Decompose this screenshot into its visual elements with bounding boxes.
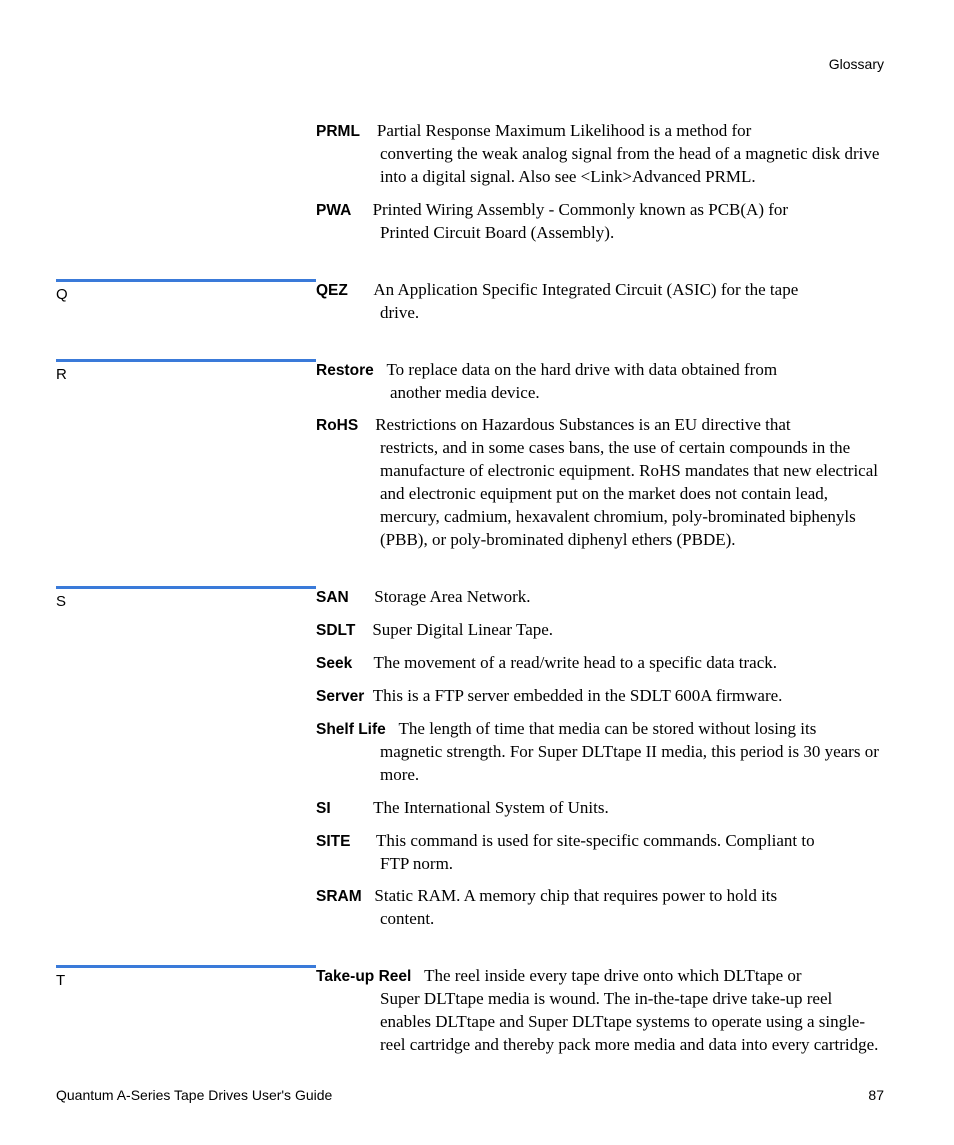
glossary-def-first: Static RAM. A memory chip that requires … [374,886,777,905]
page: Glossary PRML Partial Response Maximum L… [0,0,954,1145]
glossary-def-rest: Printed Circuit Board (Assembly). [316,222,884,245]
entries-col: Take-up Reel The reel inside every tape … [316,965,884,1067]
section-letter-col: S [56,586,316,611]
glossary-def: This is a FTP server embedded in the SDL… [373,686,783,705]
glossary-def-rest: restricts, and in some cases bans, the u… [316,437,884,552]
glossary-def: Super Digital Linear Tape. [372,620,553,639]
glossary-term: QEZ [316,282,348,299]
section-letter: R [56,366,67,383]
glossary-entry: Shelf Life The length of time that media… [316,718,884,787]
glossary-term: SAN [316,589,349,606]
glossary-term: RoHS [316,417,358,434]
footer-page-number: 87 [868,1087,884,1103]
glossary-entry: PRML Partial Response Maximum Likelihood… [316,120,884,189]
glossary-def-rest: drive. [316,302,884,325]
glossary-def: The movement of a read/write head to a s… [373,653,777,672]
footer-title: Quantum A-Series Tape Drives User's Guid… [56,1087,332,1103]
glossary-term: PRML [316,123,360,140]
glossary-def-first: Partial Response Maximum Likelihood is a… [377,121,751,140]
section-letter-col: T [56,965,316,990]
glossary-def-rest: magnetic strength. For Super DLTtape II … [316,741,884,787]
glossary-term: Take-up Reel [316,968,411,985]
glossary-entry: Seek The movement of a read/write head t… [316,652,884,675]
section-letter-col: Q [56,279,316,304]
glossary-def-first: To replace data on the hard drive with d… [386,360,777,379]
glossary-term: SI [316,800,331,817]
glossary-def-rest: FTP norm. [316,853,884,876]
section-s: S SAN Storage Area Network. SDLT Super D… [56,586,884,941]
glossary-entry: PWA Printed Wiring Assembly - Commonly k… [316,199,884,245]
glossary-term: SDLT [316,622,355,639]
section-none: PRML Partial Response Maximum Likelihood… [56,120,884,255]
glossary-term: Server [316,688,364,705]
glossary-def-rest: content. [316,908,884,931]
glossary-entry: Take-up Reel The reel inside every tape … [316,965,884,1057]
glossary-term: SITE [316,833,350,850]
glossary-def-rest: another media device. [316,382,884,405]
entries-col: QEZ An Application Specific Integrated C… [316,279,884,335]
glossary-entry: SRAM Static RAM. A memory chip that requ… [316,885,884,931]
glossary-term: Restore [316,362,374,379]
page-footer: Quantum A-Series Tape Drives User's Guid… [56,1087,884,1103]
glossary-term: Seek [316,655,352,672]
glossary-def: Storage Area Network. [374,587,530,606]
glossary-term: Shelf Life [316,721,386,738]
section-letter: T [56,972,65,989]
glossary-entry: SAN Storage Area Network. [316,586,884,609]
glossary-term: PWA [316,202,351,219]
glossary-def-first: Restrictions on Hazardous Substances is … [375,415,790,434]
header-glossary: Glossary [829,56,884,72]
glossary-def-first: Printed Wiring Assembly - Commonly known… [373,200,789,219]
glossary-entry: Server This is a FTP server embedded in … [316,685,884,708]
entries-col: PRML Partial Response Maximum Likelihood… [316,120,884,255]
glossary-entry: SDLT Super Digital Linear Tape. [316,619,884,642]
section-t: T Take-up Reel The reel inside every tap… [56,965,884,1067]
glossary-def: The International System of Units. [373,798,609,817]
glossary-term: SRAM [316,888,362,905]
glossary-def-first: An Application Specific Integrated Circu… [373,280,798,299]
glossary-content: PRML Partial Response Maximum Likelihood… [56,120,884,1067]
glossary-def-rest: converting the weak analog signal from t… [316,143,884,189]
entries-col: Restore To replace data on the hard driv… [316,359,884,563]
section-letter: Q [56,286,68,303]
glossary-entry: SI The International System of Units. [316,797,884,820]
glossary-entry: SITE This command is used for site-speci… [316,830,884,876]
section-letter-col: R [56,359,316,384]
glossary-entry: QEZ An Application Specific Integrated C… [316,279,884,325]
glossary-def-rest: Super DLTtape media is wound. The in-the… [316,988,884,1057]
section-letter: S [56,593,66,610]
entries-col: SAN Storage Area Network. SDLT Super Dig… [316,586,884,941]
glossary-entry: Restore To replace data on the hard driv… [316,359,884,405]
section-r: R Restore To replace data on the hard dr… [56,359,884,563]
glossary-def-first: The length of time that media can be sto… [399,719,817,738]
glossary-def-first: This command is used for site-specific c… [376,831,815,850]
section-q: Q QEZ An Application Specific Integrated… [56,279,884,335]
glossary-entry: RoHS Restrictions on Hazardous Substance… [316,414,884,552]
glossary-def-first: The reel inside every tape drive onto wh… [424,966,802,985]
